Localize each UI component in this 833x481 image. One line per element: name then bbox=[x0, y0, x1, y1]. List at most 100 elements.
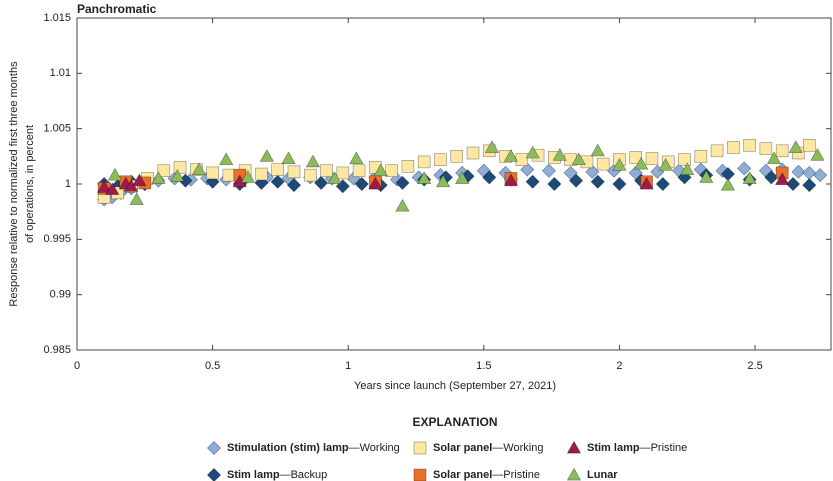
legend-marker bbox=[413, 441, 427, 455]
point bbox=[450, 150, 464, 163]
point bbox=[520, 162, 535, 177]
point bbox=[327, 171, 342, 184]
point bbox=[764, 170, 779, 185]
point bbox=[655, 176, 670, 192]
point bbox=[699, 170, 714, 183]
x-tick-label: 0.5 bbox=[205, 360, 220, 372]
point bbox=[590, 174, 605, 189]
point bbox=[157, 164, 171, 178]
point bbox=[727, 141, 740, 154]
point bbox=[286, 178, 302, 193]
point bbox=[810, 148, 825, 161]
legend-label: Stimulation (stim) lamp—Working bbox=[227, 442, 400, 454]
point bbox=[271, 163, 285, 176]
y-tick-label: 1.01 bbox=[50, 67, 71, 79]
point bbox=[368, 176, 383, 190]
point bbox=[373, 163, 388, 177]
point bbox=[788, 140, 803, 153]
point bbox=[455, 171, 470, 184]
point bbox=[569, 173, 584, 188]
point bbox=[270, 174, 285, 189]
point bbox=[335, 179, 350, 194]
point bbox=[395, 198, 410, 212]
point bbox=[585, 164, 600, 179]
point bbox=[395, 175, 410, 190]
point bbox=[219, 152, 234, 166]
point bbox=[775, 172, 790, 185]
point bbox=[791, 164, 806, 179]
point bbox=[314, 175, 329, 190]
point bbox=[97, 180, 112, 193]
point bbox=[466, 146, 480, 160]
y-tick-label: 1.005 bbox=[43, 123, 71, 135]
point bbox=[571, 152, 586, 166]
legend-marker bbox=[206, 467, 222, 481]
point bbox=[206, 166, 219, 180]
x-tick-label: 2 bbox=[616, 360, 622, 372]
point bbox=[590, 143, 605, 157]
point bbox=[802, 165, 817, 180]
y-axis-label: Response relative to normalized first th… bbox=[8, 61, 20, 307]
point bbox=[255, 167, 268, 181]
point bbox=[287, 165, 301, 179]
y-tick-label: 1 bbox=[65, 178, 71, 190]
legend-label: Stim lamp—Backup bbox=[227, 469, 327, 481]
point bbox=[132, 173, 147, 187]
y-tick-label: 0.995 bbox=[43, 233, 71, 245]
point bbox=[349, 151, 364, 164]
point bbox=[259, 149, 274, 162]
chart-title: Panchromatic bbox=[77, 2, 157, 16]
point bbox=[354, 176, 369, 192]
point bbox=[680, 162, 695, 176]
y-axis-label: of operations, in percent bbox=[24, 125, 36, 243]
point bbox=[645, 152, 659, 165]
point bbox=[775, 144, 789, 158]
point bbox=[107, 167, 123, 181]
legend-label: Stim lamp—Pristine bbox=[587, 442, 687, 454]
x-tick-label: 2.5 bbox=[747, 360, 762, 372]
x-tick-label: 0 bbox=[74, 360, 80, 372]
point bbox=[191, 162, 207, 176]
legend-label: Solar panel—Working bbox=[433, 442, 543, 454]
point bbox=[173, 161, 187, 174]
point bbox=[434, 153, 447, 166]
point bbox=[240, 170, 255, 183]
point bbox=[547, 176, 562, 192]
point bbox=[436, 174, 451, 188]
legend-marker bbox=[206, 440, 222, 456]
point bbox=[222, 168, 236, 182]
point bbox=[105, 182, 120, 195]
point bbox=[803, 138, 816, 152]
point bbox=[303, 168, 317, 182]
point bbox=[710, 144, 724, 158]
point bbox=[170, 169, 185, 182]
point bbox=[401, 159, 415, 173]
point bbox=[541, 163, 556, 178]
x-tick-label: 1 bbox=[345, 360, 351, 372]
point bbox=[786, 176, 801, 192]
point bbox=[352, 164, 366, 178]
legend-marker bbox=[566, 467, 582, 481]
point bbox=[417, 171, 432, 184]
point bbox=[737, 161, 752, 176]
point bbox=[482, 170, 497, 185]
point bbox=[305, 154, 321, 168]
point bbox=[281, 151, 296, 164]
point bbox=[759, 142, 773, 155]
point bbox=[385, 164, 398, 178]
point bbox=[678, 153, 691, 166]
point bbox=[503, 173, 519, 187]
point bbox=[596, 157, 610, 171]
point bbox=[742, 171, 757, 184]
point bbox=[813, 168, 828, 183]
point bbox=[629, 151, 643, 164]
point bbox=[552, 148, 567, 161]
x-axis-label: Years since launch (September 27, 2021) bbox=[354, 380, 556, 392]
point bbox=[766, 151, 782, 164]
point bbox=[658, 157, 673, 171]
y-tick-label: 1.015 bbox=[43, 12, 71, 24]
point bbox=[129, 192, 144, 205]
point bbox=[612, 157, 627, 171]
point bbox=[802, 178, 817, 193]
